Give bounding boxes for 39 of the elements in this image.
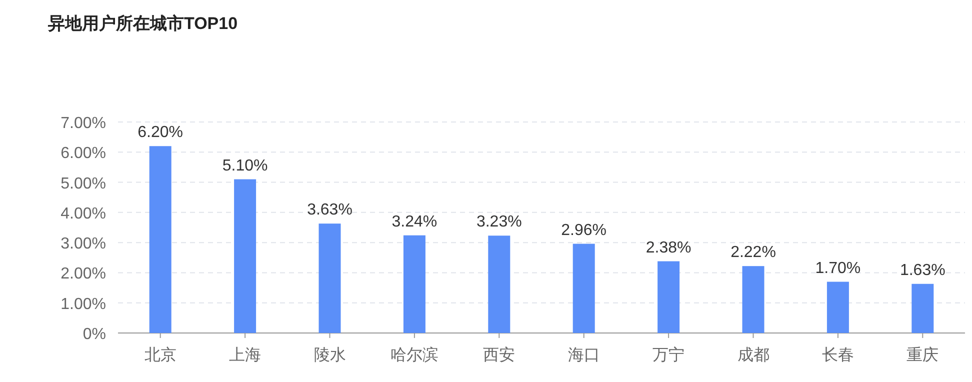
bar	[488, 236, 510, 333]
x-tick-label: 海口	[568, 347, 600, 364]
y-tick-label: 6.00%	[60, 145, 106, 162]
y-tick-label: 4.00%	[60, 205, 106, 222]
y-tick-label: 5.00%	[60, 175, 106, 192]
x-tick-label: 哈尔滨	[390, 346, 438, 364]
chart-title: 异地用户所在城市TOP10	[47, 14, 238, 33]
bar	[572, 244, 595, 333]
x-tick-label: 重庆	[906, 346, 939, 364]
bar	[742, 266, 764, 333]
x-tick-label: 上海	[229, 346, 262, 364]
x-tick-label: 北京	[144, 346, 176, 364]
data-label: 5.10%	[222, 157, 268, 174]
x-tick-label: 长春	[822, 346, 854, 364]
x-tick-label: 万宁	[652, 346, 685, 364]
y-tick-label: 7.00%	[60, 115, 106, 132]
x-tick-label: 西安	[483, 346, 516, 364]
bar	[234, 179, 256, 333]
bar	[658, 261, 680, 333]
x-tick-label: 陵水	[314, 346, 346, 364]
bar	[318, 224, 341, 333]
data-label: 1.70%	[815, 260, 861, 277]
data-label: 3.23%	[476, 214, 522, 231]
y-tick-label: 3.00%	[60, 236, 106, 253]
data-label: 1.63%	[900, 262, 946, 279]
y-tick-label: 1.00%	[60, 296, 106, 313]
data-label: 3.24%	[392, 213, 438, 230]
x-tick-label: 成都	[737, 346, 770, 364]
data-label: 2.96%	[561, 222, 607, 239]
bar	[403, 235, 426, 333]
data-label: 3.63%	[307, 202, 352, 219]
y-tick-label: 2.00%	[60, 266, 106, 283]
bar	[826, 282, 849, 333]
data-label: 6.20%	[138, 124, 184, 142]
data-label: 2.22%	[730, 244, 776, 262]
y-tick-label: 0%	[82, 326, 106, 343]
bar	[912, 284, 934, 333]
data-label: 2.38%	[646, 239, 692, 256]
bar	[149, 146, 172, 333]
